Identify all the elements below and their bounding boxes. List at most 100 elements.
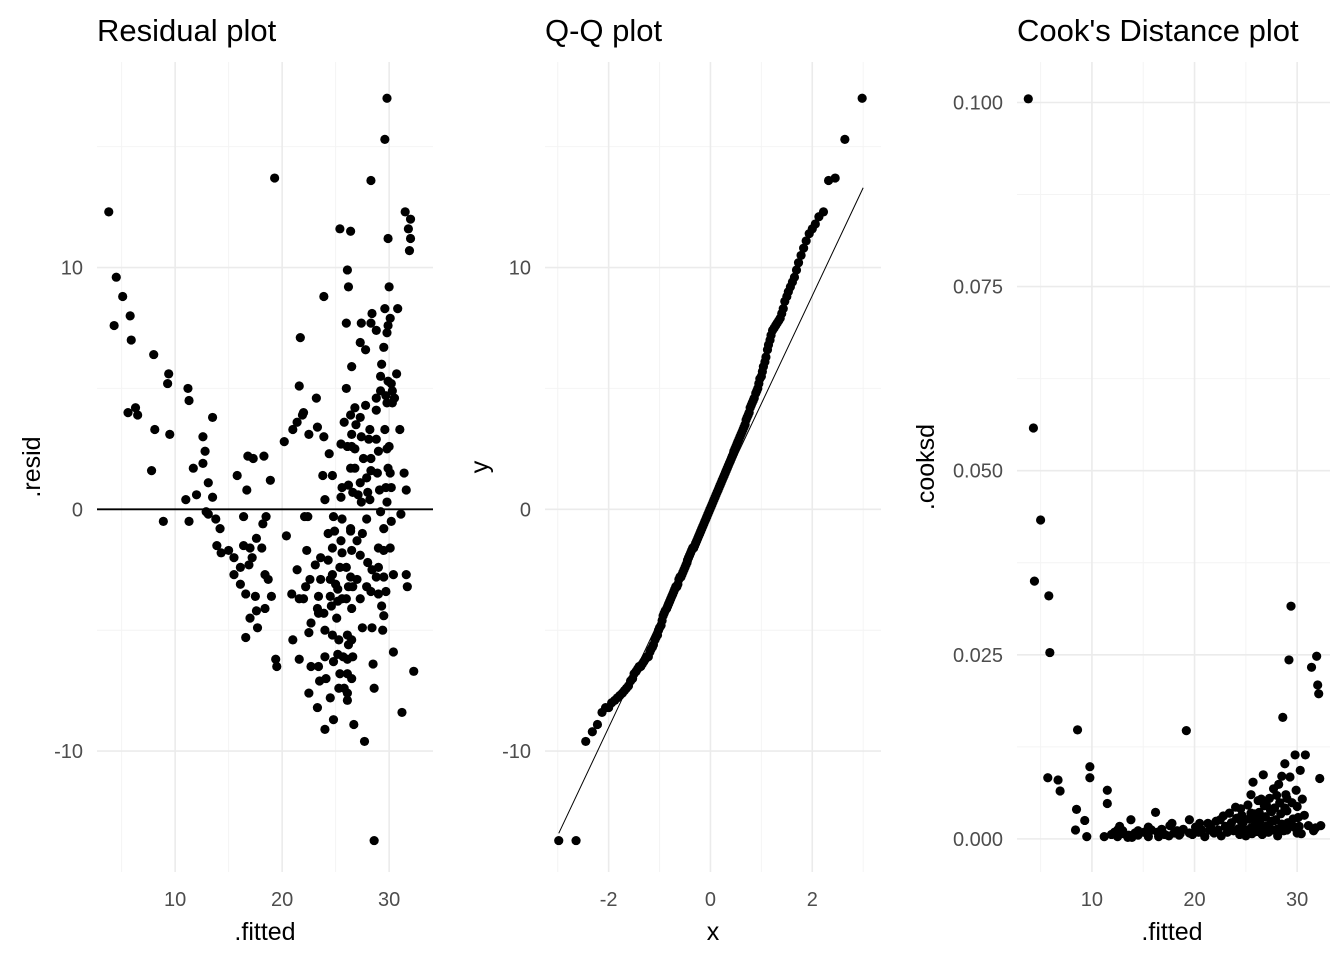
residual-plot-point	[313, 591, 324, 601]
residual-plot-point	[320, 724, 330, 734]
residual-plot-point	[357, 528, 367, 539]
residual-plot-point	[311, 393, 321, 403]
residual-plot-point	[229, 569, 239, 580]
residual-plot-point	[242, 485, 252, 495]
cooks-distance-points	[1023, 94, 1326, 842]
residual-plot-title: Residual plot	[97, 13, 277, 48]
residual-plot-y-tick-label: 0	[72, 499, 83, 521]
cooks-distance-point	[1123, 832, 1133, 842]
cooks-distance-x-ticks: 10 20 30	[1081, 889, 1308, 911]
residual-plot-point	[320, 625, 330, 635]
cooks-distance-point	[1071, 804, 1082, 815]
cooks-distance-y-tick-label: 0.050	[953, 461, 1003, 483]
cooks-distance-point	[1273, 831, 1283, 841]
residual-plot-point	[356, 318, 366, 328]
cooks-distance-y-tick-label: 0.000	[953, 829, 1003, 851]
residual-plot-point	[386, 482, 396, 493]
cooks-distance-point	[1280, 803, 1290, 813]
residual-plot-point	[298, 407, 309, 418]
residual-plot-point	[355, 594, 365, 604]
residual-plot-point	[368, 659, 378, 669]
cooks-distance-title: Cook's Distance plot	[1017, 13, 1299, 48]
residual-plot-point	[347, 545, 357, 556]
residual-plot-point	[367, 308, 377, 319]
residual-plot-point	[272, 661, 282, 672]
residual-plot-point	[252, 623, 263, 633]
residual-plot-point	[229, 553, 239, 563]
cooks-distance-point	[1045, 647, 1055, 658]
cooks-distance-point	[1282, 793, 1292, 803]
residual-plot-point	[327, 543, 338, 553]
residual-plot-point	[261, 511, 271, 522]
residual-plot-point	[224, 545, 234, 556]
residual-plot-point	[327, 630, 338, 640]
residual-plot-point	[402, 582, 412, 592]
residual-plot-point	[251, 606, 262, 616]
cooks-distance-point	[1256, 794, 1266, 804]
residual-plot-point	[366, 586, 376, 597]
residual-plot-point	[244, 560, 254, 570]
cooks-distance-point	[1236, 804, 1246, 814]
residual-plot-point	[247, 553, 257, 563]
residual-plot-point	[320, 495, 330, 505]
cooks-distance-point	[1225, 820, 1236, 830]
residual-plot-point	[104, 207, 114, 217]
residual-plot-point	[118, 291, 128, 302]
residual-plot-point	[350, 463, 360, 473]
qq-plot-x-tick-label: 0	[705, 889, 716, 911]
cooks-distance-point	[1028, 423, 1039, 433]
cooks-distance-point	[1044, 591, 1054, 601]
residual-plot-point	[295, 333, 305, 343]
residual-plot-point	[184, 395, 194, 406]
residual-plot-point	[183, 383, 193, 394]
residual-plot-point	[403, 224, 413, 234]
residual-plot-point	[373, 589, 384, 599]
qq-plot-point	[857, 93, 867, 103]
residual-plot-point	[347, 603, 357, 614]
residual-plot-point	[400, 207, 410, 217]
cooks-distance-point	[1246, 790, 1256, 800]
cooks-distance-point	[1243, 800, 1253, 810]
residual-plot-y-label: .resid	[18, 436, 46, 497]
residual-plot-point	[379, 342, 389, 352]
residual-plot-point	[241, 632, 251, 643]
residual-plot-point	[304, 688, 314, 698]
residual-plot-point	[287, 589, 297, 599]
residual-plot-point	[319, 432, 329, 442]
residual-plot-point	[357, 623, 367, 633]
residual-plot-point	[381, 391, 391, 401]
residual-plot-point	[301, 582, 311, 592]
residual-plot-point	[188, 463, 198, 473]
cooks-distance-y-tick-label: 0.075	[953, 277, 1003, 299]
cooks-distance-point	[1266, 807, 1277, 817]
cooks-distance-point	[1043, 773, 1053, 783]
residual-plot-point	[336, 492, 346, 502]
cooks-distance-y-tick-label: 0.100	[953, 93, 1003, 115]
residual-plot-point	[333, 584, 343, 594]
residual-plot-point	[371, 572, 381, 582]
residual-plot-point	[405, 233, 416, 244]
cooks-distance-grid	[1017, 62, 1330, 872]
residual-plot-point	[388, 647, 399, 657]
residual-plot-point	[381, 586, 391, 597]
residual-plot-point	[215, 524, 225, 534]
residual-plot-x-tick-label: 10	[164, 889, 186, 911]
residual-plot-point	[382, 328, 392, 338]
residual-plot-point	[335, 562, 345, 572]
residual-plot-point	[362, 473, 372, 483]
residual-plot-x-ticks: 10 20 30	[164, 889, 400, 911]
residual-plot-point	[383, 233, 393, 244]
cooks-distance-point	[1023, 94, 1033, 104]
residual-plot-point	[341, 383, 351, 394]
cooks-distance-point	[1133, 826, 1143, 836]
qq-plot-point	[761, 352, 771, 362]
residual-plot-point	[355, 478, 365, 488]
qq-plot-point	[810, 219, 820, 229]
residual-plot-point	[352, 536, 362, 546]
cooks-distance-point	[1053, 775, 1063, 785]
cooks-distance-point	[1082, 832, 1092, 842]
cooks-distance-x-tick-label: 20	[1183, 889, 1205, 911]
residual-plot-point	[352, 574, 362, 585]
residual-plot-point	[265, 475, 275, 485]
cooks-distance-point	[1300, 750, 1310, 760]
